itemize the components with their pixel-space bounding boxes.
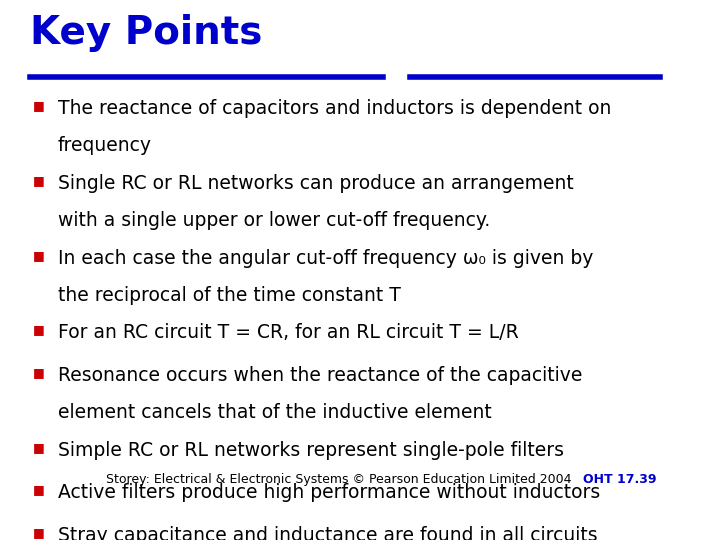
- Text: element cancels that of the inductive element: element cancels that of the inductive el…: [58, 403, 491, 422]
- Text: OHT 17.39: OHT 17.39: [583, 473, 657, 486]
- Text: Stray capacitance and inductance are found in all circuits: Stray capacitance and inductance are fou…: [58, 526, 597, 540]
- Text: Simple RC or RL networks represent single-pole filters: Simple RC or RL networks represent singl…: [58, 441, 564, 460]
- Text: Active filters produce high performance without inductors: Active filters produce high performance …: [58, 483, 600, 502]
- Text: ■: ■: [32, 366, 44, 379]
- Text: For an RC circuit T = CR, for an RL circuit T = L/R: For an RC circuit T = CR, for an RL circ…: [58, 323, 518, 342]
- Text: ■: ■: [32, 248, 44, 261]
- Text: ■: ■: [32, 526, 44, 539]
- Text: Storey: Electrical & Electronic Systems © Pearson Education Limited 2004: Storey: Electrical & Electronic Systems …: [106, 473, 572, 486]
- Text: ■: ■: [32, 99, 44, 112]
- Text: frequency: frequency: [58, 137, 152, 156]
- Text: Resonance occurs when the reactance of the capacitive: Resonance occurs when the reactance of t…: [58, 366, 582, 385]
- Text: Single RC or RL networks can produce an arrangement: Single RC or RL networks can produce an …: [58, 174, 573, 193]
- Text: ■: ■: [32, 441, 44, 454]
- Text: Key Points: Key Points: [30, 14, 263, 52]
- Text: In each case the angular cut-off frequency ω₀ is given by: In each case the angular cut-off frequen…: [58, 248, 593, 267]
- Text: ■: ■: [32, 323, 44, 336]
- Text: The reactance of capacitors and inductors is dependent on: The reactance of capacitors and inductor…: [58, 99, 611, 118]
- Text: ■: ■: [32, 483, 44, 496]
- Text: with a single upper or lower cut-off frequency.: with a single upper or lower cut-off fre…: [58, 211, 490, 230]
- Text: ■: ■: [32, 174, 44, 187]
- Text: the reciprocal of the time constant T: the reciprocal of the time constant T: [58, 286, 400, 305]
